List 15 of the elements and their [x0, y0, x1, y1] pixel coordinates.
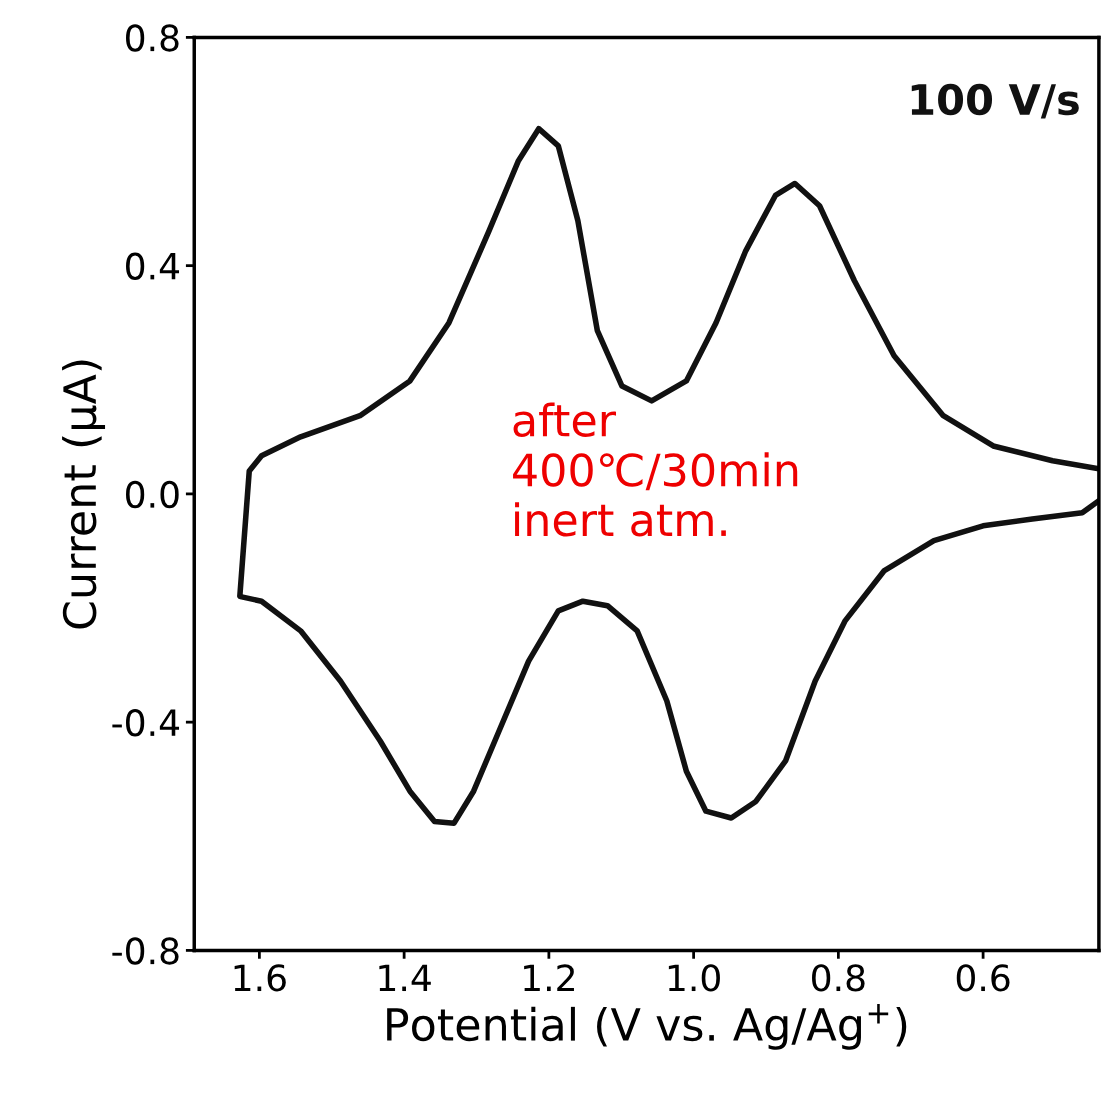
- y-tick-label: 0.0: [126, 480, 179, 509]
- y-tick-label: 0.4: [126, 252, 180, 280]
- x-tick-label: 1.6: [234, 964, 286, 992]
- annotation: 100 V/s: [911, 83, 1079, 119]
- x-tick-label: 0.6: [956, 964, 1010, 992]
- annotation: after 400℃/30min inert atm.: [513, 402, 798, 537]
- x-tick-label: 0.8: [812, 964, 865, 992]
- y-tick-label: -0.8: [112, 937, 179, 965]
- y-tick-label: -0.4: [112, 709, 180, 737]
- x-tick-label: 1.0: [668, 964, 720, 992]
- x-tick-label: 1.4: [379, 964, 431, 992]
- x-tick-label: 1.2: [524, 964, 574, 992]
- y-axis-title: Current (μA): [62, 360, 106, 629]
- x-axis-title: Potential (V vs. Ag/Ag$^{+}$): [387, 1004, 907, 1050]
- y-tick-label: 0.8: [126, 24, 179, 52]
